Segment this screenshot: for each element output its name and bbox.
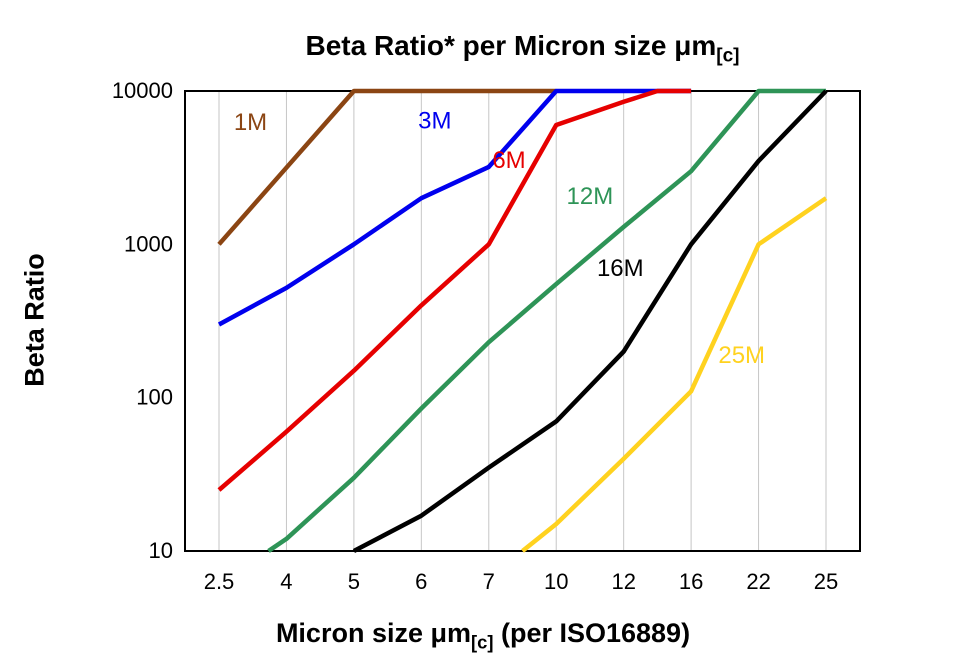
- chart-title-subscript: [c]: [716, 45, 740, 67]
- series-label-3M: 3M: [418, 108, 451, 135]
- x-tick-label: 4: [280, 569, 292, 594]
- series-line-12M: [267, 88, 826, 553]
- x-axis-title-text: Micron size μm: [275, 618, 472, 648]
- series-line-3M: [217, 88, 692, 327]
- series-label-25M: 25M: [718, 342, 765, 369]
- x-tick-label: 6: [415, 569, 427, 594]
- series-line-6M: [217, 88, 692, 492]
- series-label-1M: 1M: [234, 109, 267, 136]
- x-tick-label: 12: [611, 569, 635, 594]
- x-axis-title-suffix: (per ISO16889): [493, 618, 691, 648]
- x-tick-label: 2.5: [204, 569, 235, 594]
- x-axis-title-subscript: [c]: [471, 631, 494, 653]
- series-label-12M: 12M: [567, 183, 614, 210]
- y-tick-label: 10000: [112, 78, 173, 103]
- x-tick-label: 25: [814, 569, 838, 594]
- y-tick-label: 100: [136, 385, 173, 410]
- x-tick-label: 10: [544, 569, 568, 594]
- series-label-16M: 16M: [597, 255, 644, 282]
- x-tick-label: 7: [483, 569, 495, 594]
- series-line-25M: [521, 196, 828, 553]
- series-line-1M: [217, 88, 557, 246]
- chart-title-text: Beta Ratio* per Micron size μm: [305, 30, 717, 61]
- x-tick-label: 16: [679, 569, 703, 594]
- x-tick-label: 22: [746, 569, 770, 594]
- series-line-16M: [352, 89, 828, 553]
- chart-title: Beta Ratio* per Micron size μm[c]: [185, 30, 860, 68]
- y-tick-label: 10: [149, 538, 173, 563]
- series-label-6M: 6M: [492, 147, 525, 174]
- y-tick-label: 1000: [124, 231, 173, 256]
- x-tick-label: 5: [348, 569, 360, 594]
- x-axis-title: Micron size μm[c] (per ISO16889): [0, 618, 966, 653]
